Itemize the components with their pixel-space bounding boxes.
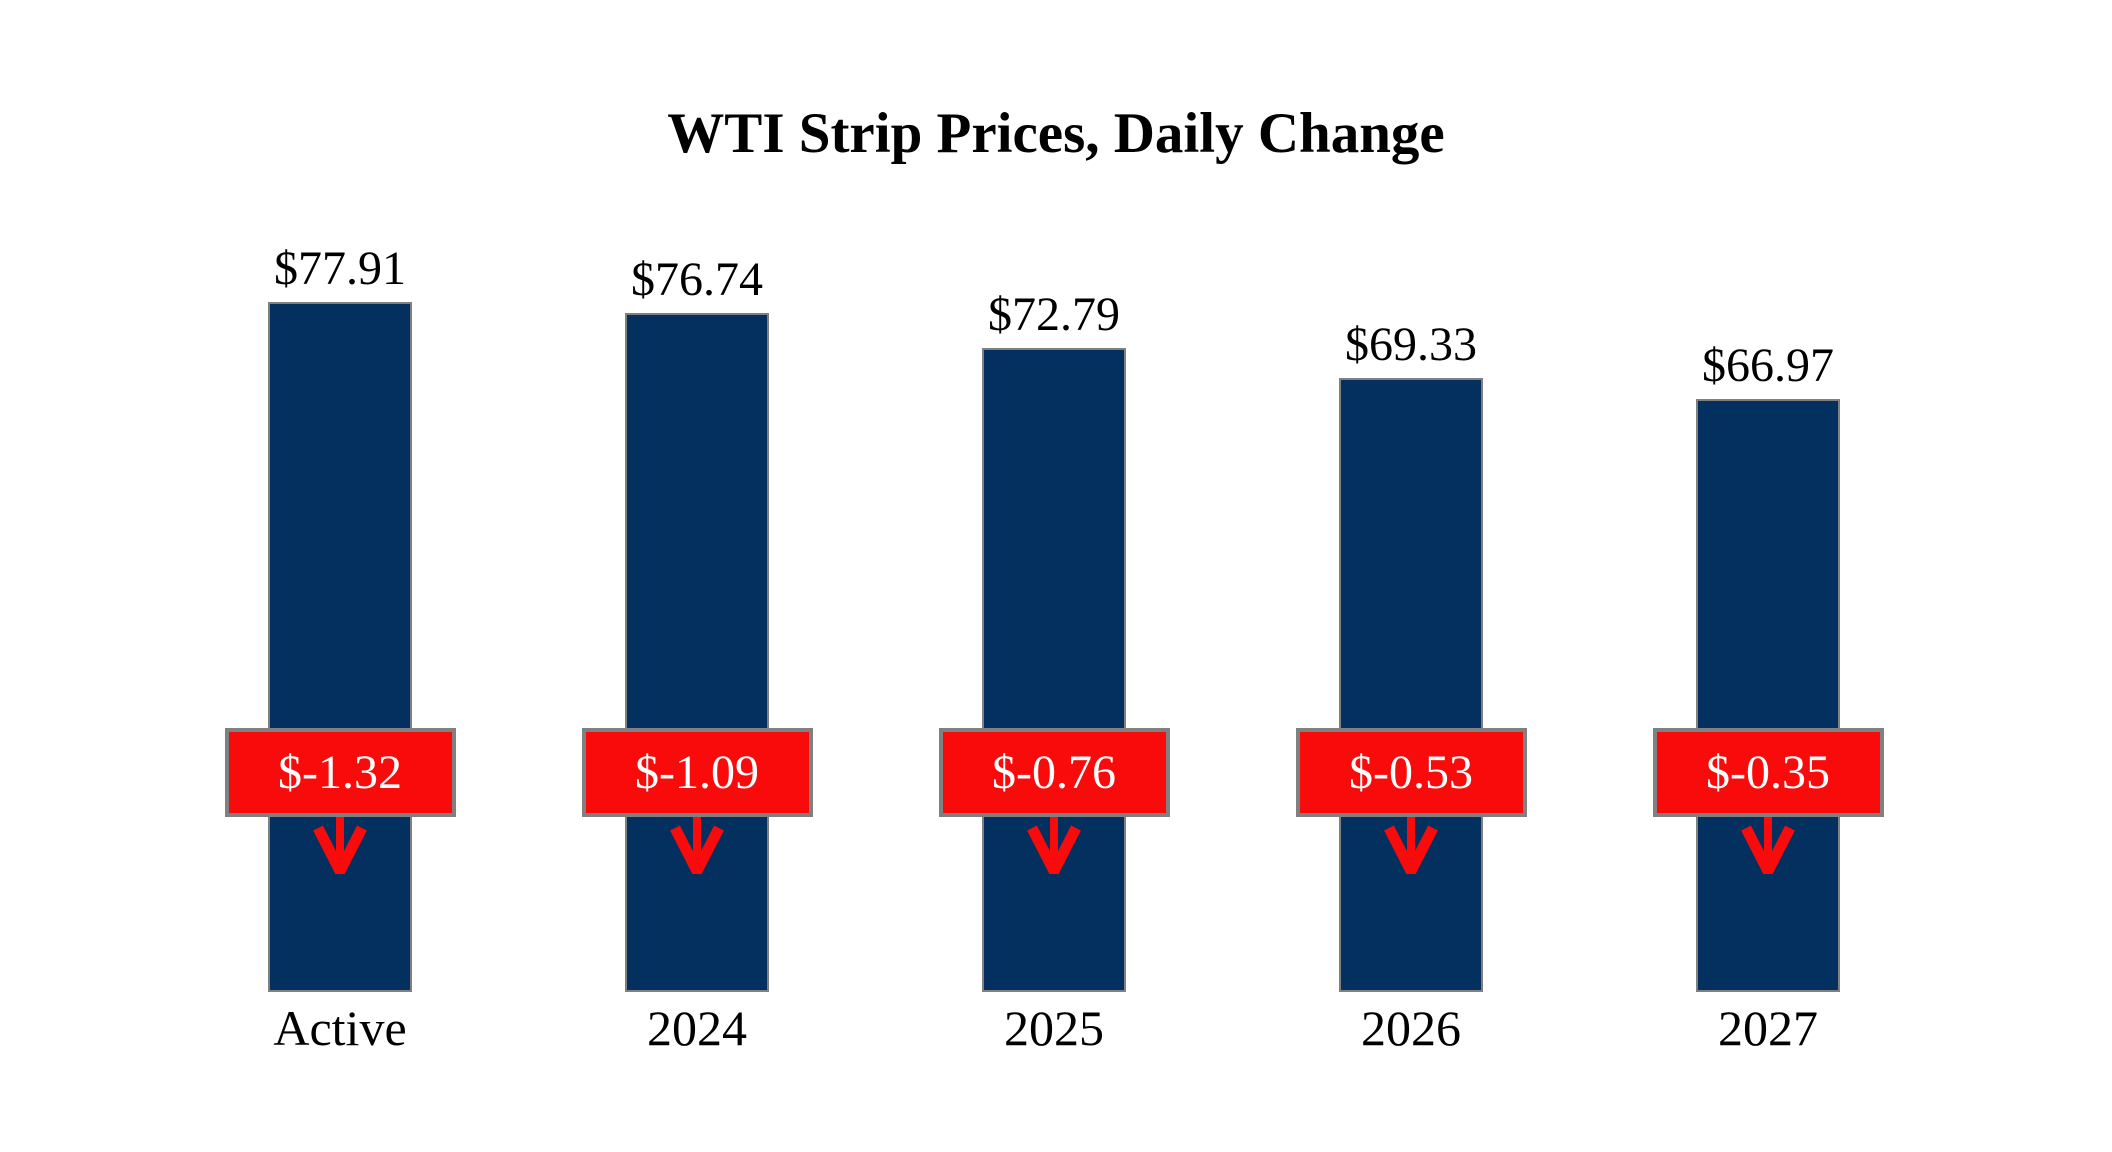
price-label-2025: $72.79 (988, 288, 1120, 341)
change-badge-2027: $-0.35 (1652, 728, 1884, 817)
chart-title: WTI Strip Prices, Daily Change (667, 102, 1445, 165)
bar-2024 (625, 313, 769, 992)
change-badge-2026: $-0.53 (1295, 728, 1527, 817)
price-label-active: $77.91 (274, 242, 406, 295)
category-label-2027: 2027 (1718, 1000, 1818, 1056)
change-badge-active: $-1.32 (224, 728, 456, 817)
price-label-2027: $66.97 (1702, 339, 1834, 392)
price-label-2026: $69.33 (1345, 318, 1477, 371)
bar-active (268, 302, 412, 992)
down-arrow-icon (1384, 817, 1438, 874)
down-arrow-icon (1027, 817, 1081, 874)
category-label-active: Active (273, 1000, 407, 1056)
down-arrow-icon (1741, 817, 1795, 874)
category-label-2025: 2025 (1004, 1000, 1104, 1056)
bar-2027 (1696, 399, 1840, 992)
down-arrow-icon (670, 817, 724, 874)
change-badge-2025: $-0.76 (938, 728, 1170, 817)
change-badge-2024: $-1.09 (581, 728, 813, 817)
bar-2025 (982, 348, 1126, 992)
price-label-2024: $76.74 (631, 253, 763, 306)
down-arrow-icon (313, 817, 367, 874)
category-label-2026: 2026 (1361, 1000, 1461, 1056)
bar-2026 (1339, 378, 1483, 992)
category-label-2024: 2024 (647, 1000, 747, 1056)
